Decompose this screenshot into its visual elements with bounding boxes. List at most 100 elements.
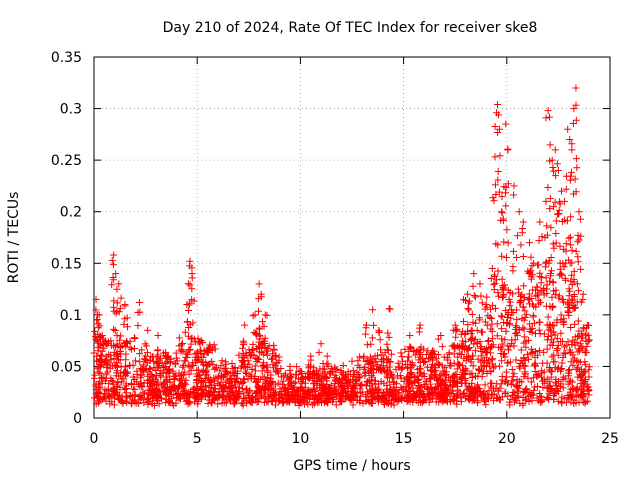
data-point [242,370,250,378]
data-point [537,393,545,401]
data-point [253,387,261,395]
data-point [349,385,357,393]
data-point [426,375,434,383]
data-point [556,200,564,208]
data-point [452,326,460,334]
data-point [369,369,377,377]
data-point [93,316,101,324]
data-point [498,275,506,283]
data-point [552,230,560,238]
data-point [199,379,207,387]
data-point [229,364,237,372]
data-point [498,293,506,301]
data-point [525,290,533,298]
data-point [384,329,392,337]
data-point [519,394,527,402]
data-point [329,368,337,376]
data-point [238,399,246,407]
data-point [489,385,497,393]
data-point [333,366,341,374]
data-point [556,383,564,391]
data-point [116,304,124,312]
data-point [547,373,555,381]
data-point [155,363,163,371]
data-point [521,386,529,394]
data-point [311,385,319,393]
data-point [129,373,137,381]
data-point [240,360,248,368]
data-point [366,386,374,394]
data-point [362,324,370,332]
data-point [227,369,235,377]
data-point [428,349,436,357]
data-point-peak [369,306,377,314]
data-point [111,362,119,370]
y-tick-label: 0.25 [51,153,82,169]
data-point [435,361,443,369]
data-point [564,309,572,317]
data-point [412,392,420,400]
data-point [562,341,570,349]
data-point [553,365,561,373]
data-point [504,346,512,354]
data-point [582,349,590,357]
data-point [519,324,527,332]
data-point [540,330,548,338]
data-point [113,285,121,293]
data-point [494,241,502,249]
data-point [184,306,192,314]
data-point [567,168,575,176]
data-point [512,322,520,330]
data-point [561,350,569,358]
data-point [453,400,461,408]
data-point [102,374,110,382]
data-point [137,394,145,402]
data-point [528,262,536,270]
data-point [94,334,102,342]
data-point [166,369,174,377]
data-point [427,366,435,374]
data-point [260,364,268,372]
data-point [316,365,324,373]
data-point [489,364,497,372]
data-point [546,113,554,121]
data-point [446,359,454,367]
data-point [535,326,543,334]
data-point [108,281,116,289]
data-point-peak [566,136,574,144]
data-point [356,385,364,393]
data-point [465,386,473,394]
data-point [578,391,586,399]
data-point [108,376,116,384]
data-point-peak [204,347,212,355]
data-point [113,359,121,367]
data-point [257,375,265,383]
data-point [570,290,578,298]
data-point [94,320,102,328]
data-point [291,390,299,398]
data-point [211,345,219,353]
data-point [567,358,575,366]
data-point [554,397,562,405]
data-point [580,389,588,397]
data-point [157,367,165,375]
data-point [292,378,300,386]
data-point [531,362,539,370]
data-point [459,367,467,375]
data-point [316,384,324,392]
data-point [492,190,500,198]
data-point-peak [428,347,436,355]
data-point [511,330,519,338]
data-point [541,234,549,242]
data-point [585,387,593,395]
data-point [496,396,504,404]
data-point [185,346,193,354]
data-point [489,301,497,309]
data-point [546,205,554,213]
data-point [261,334,269,342]
data-point [535,300,543,308]
data-point [392,395,400,403]
data-point [165,397,173,405]
data-point [109,276,117,284]
data-point [248,365,256,373]
